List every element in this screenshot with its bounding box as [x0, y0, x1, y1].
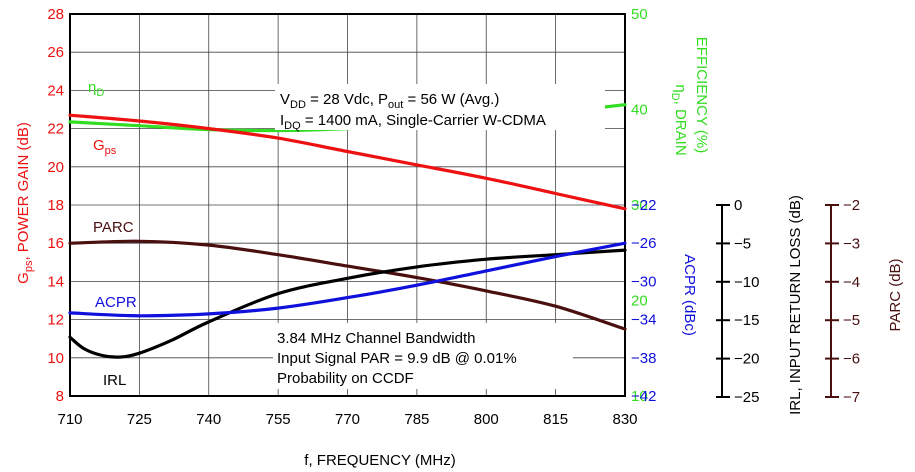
y-tick-gain: 8: [56, 388, 64, 405]
series-label-gain: Gps: [93, 137, 117, 157]
y-tick-efficiency: 10: [631, 388, 648, 405]
y-axis-acpr: −42 −38 −34 −30 −26 −22: [631, 197, 656, 405]
signal-box-bg: [273, 323, 573, 389]
y-tick-irl: −5: [734, 235, 751, 252]
y-tick-gain: 28: [47, 6, 64, 23]
y-tick-parc: −2: [843, 197, 860, 214]
x-tick-label: 770: [335, 411, 360, 428]
y-tick-gain: 12: [47, 312, 64, 329]
y-tick-parc: −6: [843, 351, 860, 368]
y-tick-irl: −15: [734, 312, 759, 329]
signal-line-1: 3.84 MHz Channel Bandwidth: [277, 330, 475, 347]
series-label-acpr: ACPR: [95, 294, 137, 311]
y-tick-irl: 0: [734, 197, 742, 214]
y-tick-efficiency: 20: [631, 293, 648, 310]
y-tick-acpr: −38: [631, 350, 656, 367]
y-axis-irl: 0 −5 −10 −15 −20 −25: [716, 197, 759, 406]
y-tick-gain: 14: [47, 273, 64, 290]
x-tick-label: 725: [127, 411, 152, 428]
y-tick-gain: 16: [47, 235, 64, 252]
y-tick-gain: 18: [47, 197, 64, 214]
y-tick-parc: −4: [843, 274, 860, 291]
x-tick-label: 830: [612, 411, 637, 428]
series-line-gain: [68, 113, 627, 211]
x-tick-label: 710: [57, 411, 82, 428]
y-tick-acpr: −34: [631, 312, 656, 329]
x-tick-label: 785: [404, 411, 429, 428]
y-tick-irl: −25: [734, 389, 759, 406]
y-tick-acpr: −42: [631, 388, 656, 405]
x-tick-label: 740: [196, 411, 221, 428]
series-label-efficiency: ηD: [88, 79, 104, 99]
y-axis-gain: 8 10 12 14 16 18 20 22 24 26 28: [47, 6, 64, 405]
y-tick-efficiency: 50: [631, 6, 648, 23]
y-tick-irl: −20: [734, 351, 759, 368]
y-axis-efficiency: 10 20 30 40 50: [631, 6, 648, 405]
y-axis-label-irl: IRL, INPUT RETURN LOSS (dB): [787, 195, 804, 415]
y-axis-label-efficiency: ηD, DRAIN: [669, 84, 689, 155]
y-tick-irl: −10: [734, 274, 759, 291]
y-tick-efficiency: 30: [631, 197, 648, 214]
x-tick-label: 815: [543, 411, 568, 428]
y-tick-acpr: −26: [631, 235, 656, 252]
series-label-irl: IRL: [103, 372, 126, 389]
x-tick-label: 755: [266, 411, 291, 428]
x-tick-label: 800: [474, 411, 499, 428]
y-axis-parc: −2 −3 −4 −5 −6 −7: [825, 197, 860, 406]
y-axis-label-gain: Gps, POWER GAIN (dB): [15, 122, 35, 284]
y-tick-parc: −5: [843, 312, 860, 329]
y-tick-acpr: −30: [631, 273, 656, 290]
y-tick-parc: −3: [843, 235, 860, 252]
series-line-parc: [68, 239, 627, 331]
conditions-line-2: IDQ = 1400 mA, Single-Carrier W-CDMA: [280, 112, 546, 132]
y-tick-efficiency: 40: [631, 102, 648, 119]
y-tick-acpr: −22: [631, 197, 656, 214]
y-axis-label-parc: PARC (dB): [887, 258, 904, 331]
series-line-acpr: [68, 241, 627, 318]
conditions-line-1: VDD = 28 Vdc, Pout = 56 W (Avg.): [280, 91, 499, 111]
y-tick-gain: 24: [47, 82, 64, 99]
plot-frame: [69, 13, 626, 397]
signal-line-2: Input Signal PAR = 9.9 dB @ 0.01%: [277, 350, 517, 367]
conditions-box-bg: [275, 84, 605, 130]
series-label-parc: PARC: [93, 219, 134, 236]
y-tick-gain: 20: [47, 159, 64, 176]
signal-line-3: Probability on CCDF: [277, 370, 414, 387]
y-tick-gain: 22: [47, 121, 64, 138]
x-axis-ticks: 710 725 740 755 770 785 800 815 830: [57, 411, 637, 428]
y-tick-parc: −7: [843, 389, 860, 406]
y-tick-gain: 26: [47, 44, 64, 61]
y-axis-label-acpr: ACPR (dBc): [681, 254, 698, 336]
y-axis-label-efficiency-2: EFFICIENCY (%): [693, 37, 710, 153]
x-axis-label: f, FREQUENCY (MHz): [304, 452, 455, 469]
series-line-irl: [68, 248, 627, 359]
y-tick-gain: 10: [47, 350, 64, 367]
